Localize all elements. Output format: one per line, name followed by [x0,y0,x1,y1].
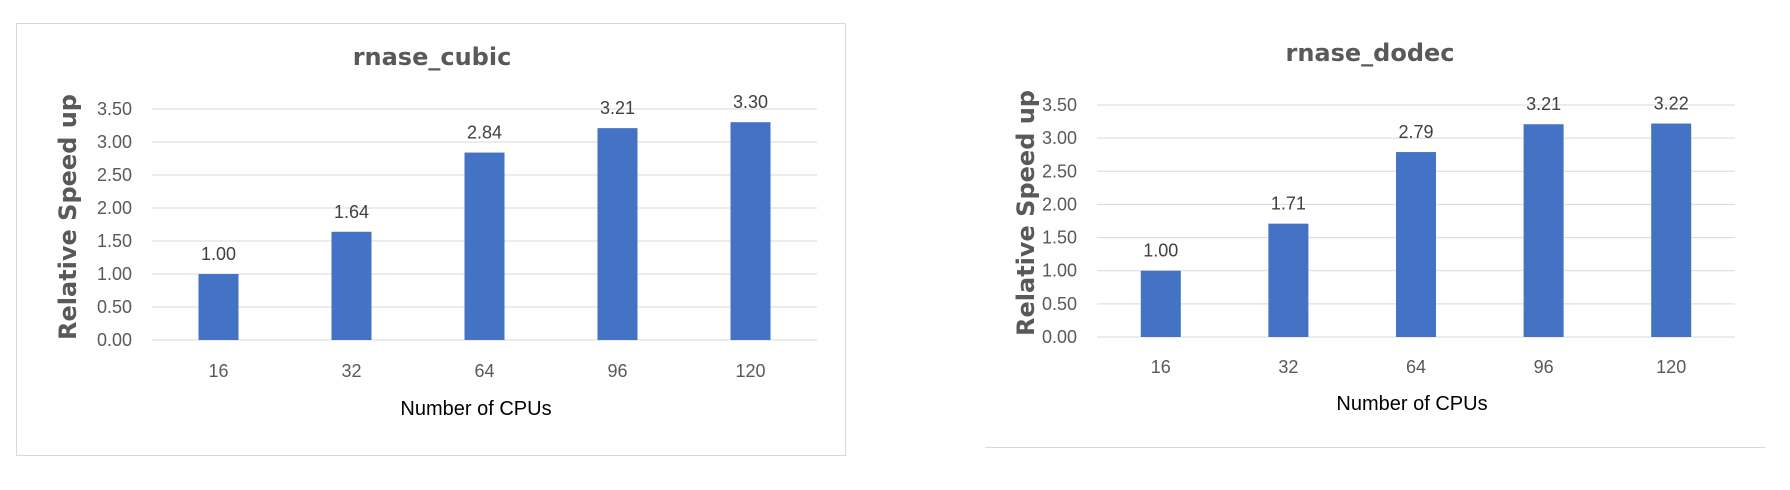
bar [1140,270,1181,337]
bar [1651,123,1692,337]
bar [464,152,505,340]
y-tick-label: 3.00 [1042,128,1077,148]
x-tick-label: 96 [607,361,627,381]
x-tick-label: 32 [341,361,361,381]
y-axis-label: Relative Speed up [54,94,82,340]
y-tick-label: 1.50 [1042,228,1077,248]
y-tick-label: 3.00 [97,132,132,152]
x-tick-label: 32 [1278,357,1298,377]
y-tick-label: 3.50 [1042,95,1077,115]
data-label: 1.64 [334,202,369,222]
x-tick-label: 16 [208,361,228,381]
data-label: 1.71 [1271,194,1306,214]
y-tick-label: 2.00 [97,198,132,218]
y-tick-label: 2.00 [1042,194,1077,214]
data-label: 3.30 [733,92,768,112]
data-label: 3.22 [1654,94,1689,114]
bar [331,231,372,340]
y-tick-label: 0.50 [97,297,132,317]
x-tick-label: 120 [735,361,765,381]
data-label: 2.79 [1398,122,1433,142]
bar [1523,124,1564,337]
x-tick-label: 120 [1656,357,1686,377]
bar [1396,152,1436,337]
data-label: 2.84 [467,123,502,143]
data-label: 1.00 [1143,241,1178,261]
y-tick-label: 1.00 [97,264,132,284]
y-tick-label: 2.50 [97,165,132,185]
chart-svg: rnase_dodec Relative Speed up Number of … [1012,39,1735,415]
x-axis-label: Number of CPUs [400,398,551,420]
y-tick-label: 1.50 [97,231,132,251]
x-tick-label: 64 [1406,357,1426,377]
chart-title: rnase_cubic [353,43,512,71]
bar [730,122,771,340]
x-tick-label: 16 [1151,357,1171,377]
x-axis-label: Number of CPUs [1336,393,1487,415]
y-tick-label: 3.50 [97,99,132,119]
y-tick-label: 1.00 [1042,261,1077,281]
y-tick-label: 0.00 [97,330,132,350]
bar [1268,223,1309,337]
bar [198,274,239,340]
chart-rnase-dodec: rnase_dodec Relative Speed up Number of … [985,23,1765,448]
y-axis-label: Relative Speed up [1012,90,1040,336]
data-label: 3.21 [1526,94,1561,114]
y-tick-label: 0.00 [1042,327,1077,347]
x-tick-label: 64 [474,361,494,381]
data-label: 3.21 [600,98,635,118]
data-label: 1.00 [201,244,236,264]
x-tick-label: 96 [1534,357,1554,377]
y-tick-label: 2.50 [1042,161,1077,181]
bar [597,128,638,340]
chart-rnase-cubic: rnase_cubic Relative Speed up Number of … [16,23,846,456]
y-tick-label: 0.50 [1042,294,1077,314]
chart-svg: rnase_cubic Relative Speed up Number of … [54,43,817,420]
chart-title: rnase_dodec [1285,39,1454,67]
